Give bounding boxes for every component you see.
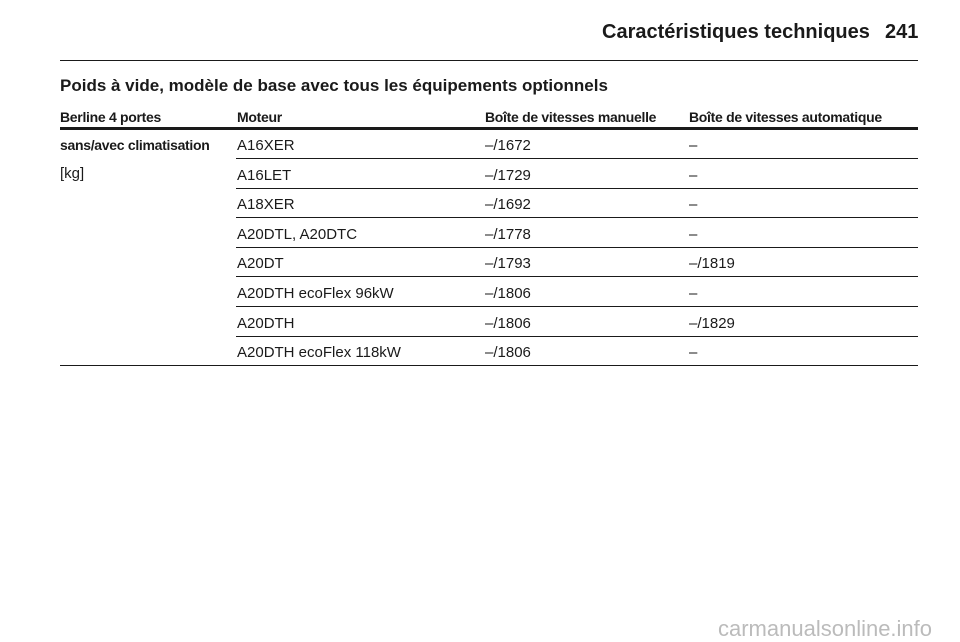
row-unit: [kg] [60,165,85,182]
row-label: sans/avec climatisation [60,137,210,153]
cell: –/1806 [485,344,531,362]
column-header: Moteur [237,109,282,125]
cell: A20DTH ecoFlex 118kW [237,344,401,362]
cell: – [689,344,698,362]
rule [60,60,918,61]
cell: – [689,137,698,154]
cell: A20DTL, A20DTC [237,225,358,243]
cell: – [689,196,698,214]
cell: –/1793 [485,255,531,273]
cell: A16LET [237,166,292,184]
cell: –/1672 [485,137,531,154]
page-number: 241 [885,21,919,43]
cell: A20DTH [237,314,295,332]
row-rule [236,217,918,218]
column-header: Boîte de vitesses manuelle [485,109,657,125]
cell: –/1778 [485,225,531,243]
watermark: carmanualsonline.info [718,616,933,641]
cell: A20DT [237,255,284,273]
row-rule [236,247,918,248]
cell: –/1819 [689,255,735,273]
cell: –/1806 [485,314,531,332]
column-header: Berline 4 portes [60,109,162,125]
cell: – [689,225,698,243]
cell: –/1729 [485,166,531,184]
cell: – [689,166,698,184]
cell: – [689,285,698,302]
cell: –/1692 [485,196,531,214]
header-rule [60,127,918,130]
section-title: Poids à vide, modèle de base avec tous l… [60,76,608,95]
cell: –/1829 [689,314,735,332]
cell: –/1806 [485,285,531,302]
row-rule [236,336,918,337]
cell: A18XER [237,196,295,214]
page-title: Caractéristiques techniques [602,21,870,43]
cell: A16XER [237,137,295,154]
row-rule [236,158,918,159]
cell: A20DTH ecoFlex 96kW [237,285,394,302]
row-rule [236,276,918,277]
row-rule [236,188,918,189]
row-rule [60,365,918,366]
column-header: Boîte de vitesses automatique [689,109,882,125]
row-rule [236,306,918,307]
